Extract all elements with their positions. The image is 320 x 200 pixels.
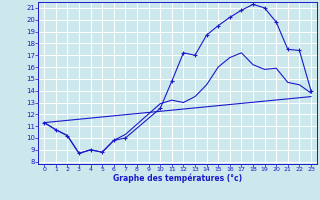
X-axis label: Graphe des températures (°c): Graphe des températures (°c) <box>113 174 242 183</box>
